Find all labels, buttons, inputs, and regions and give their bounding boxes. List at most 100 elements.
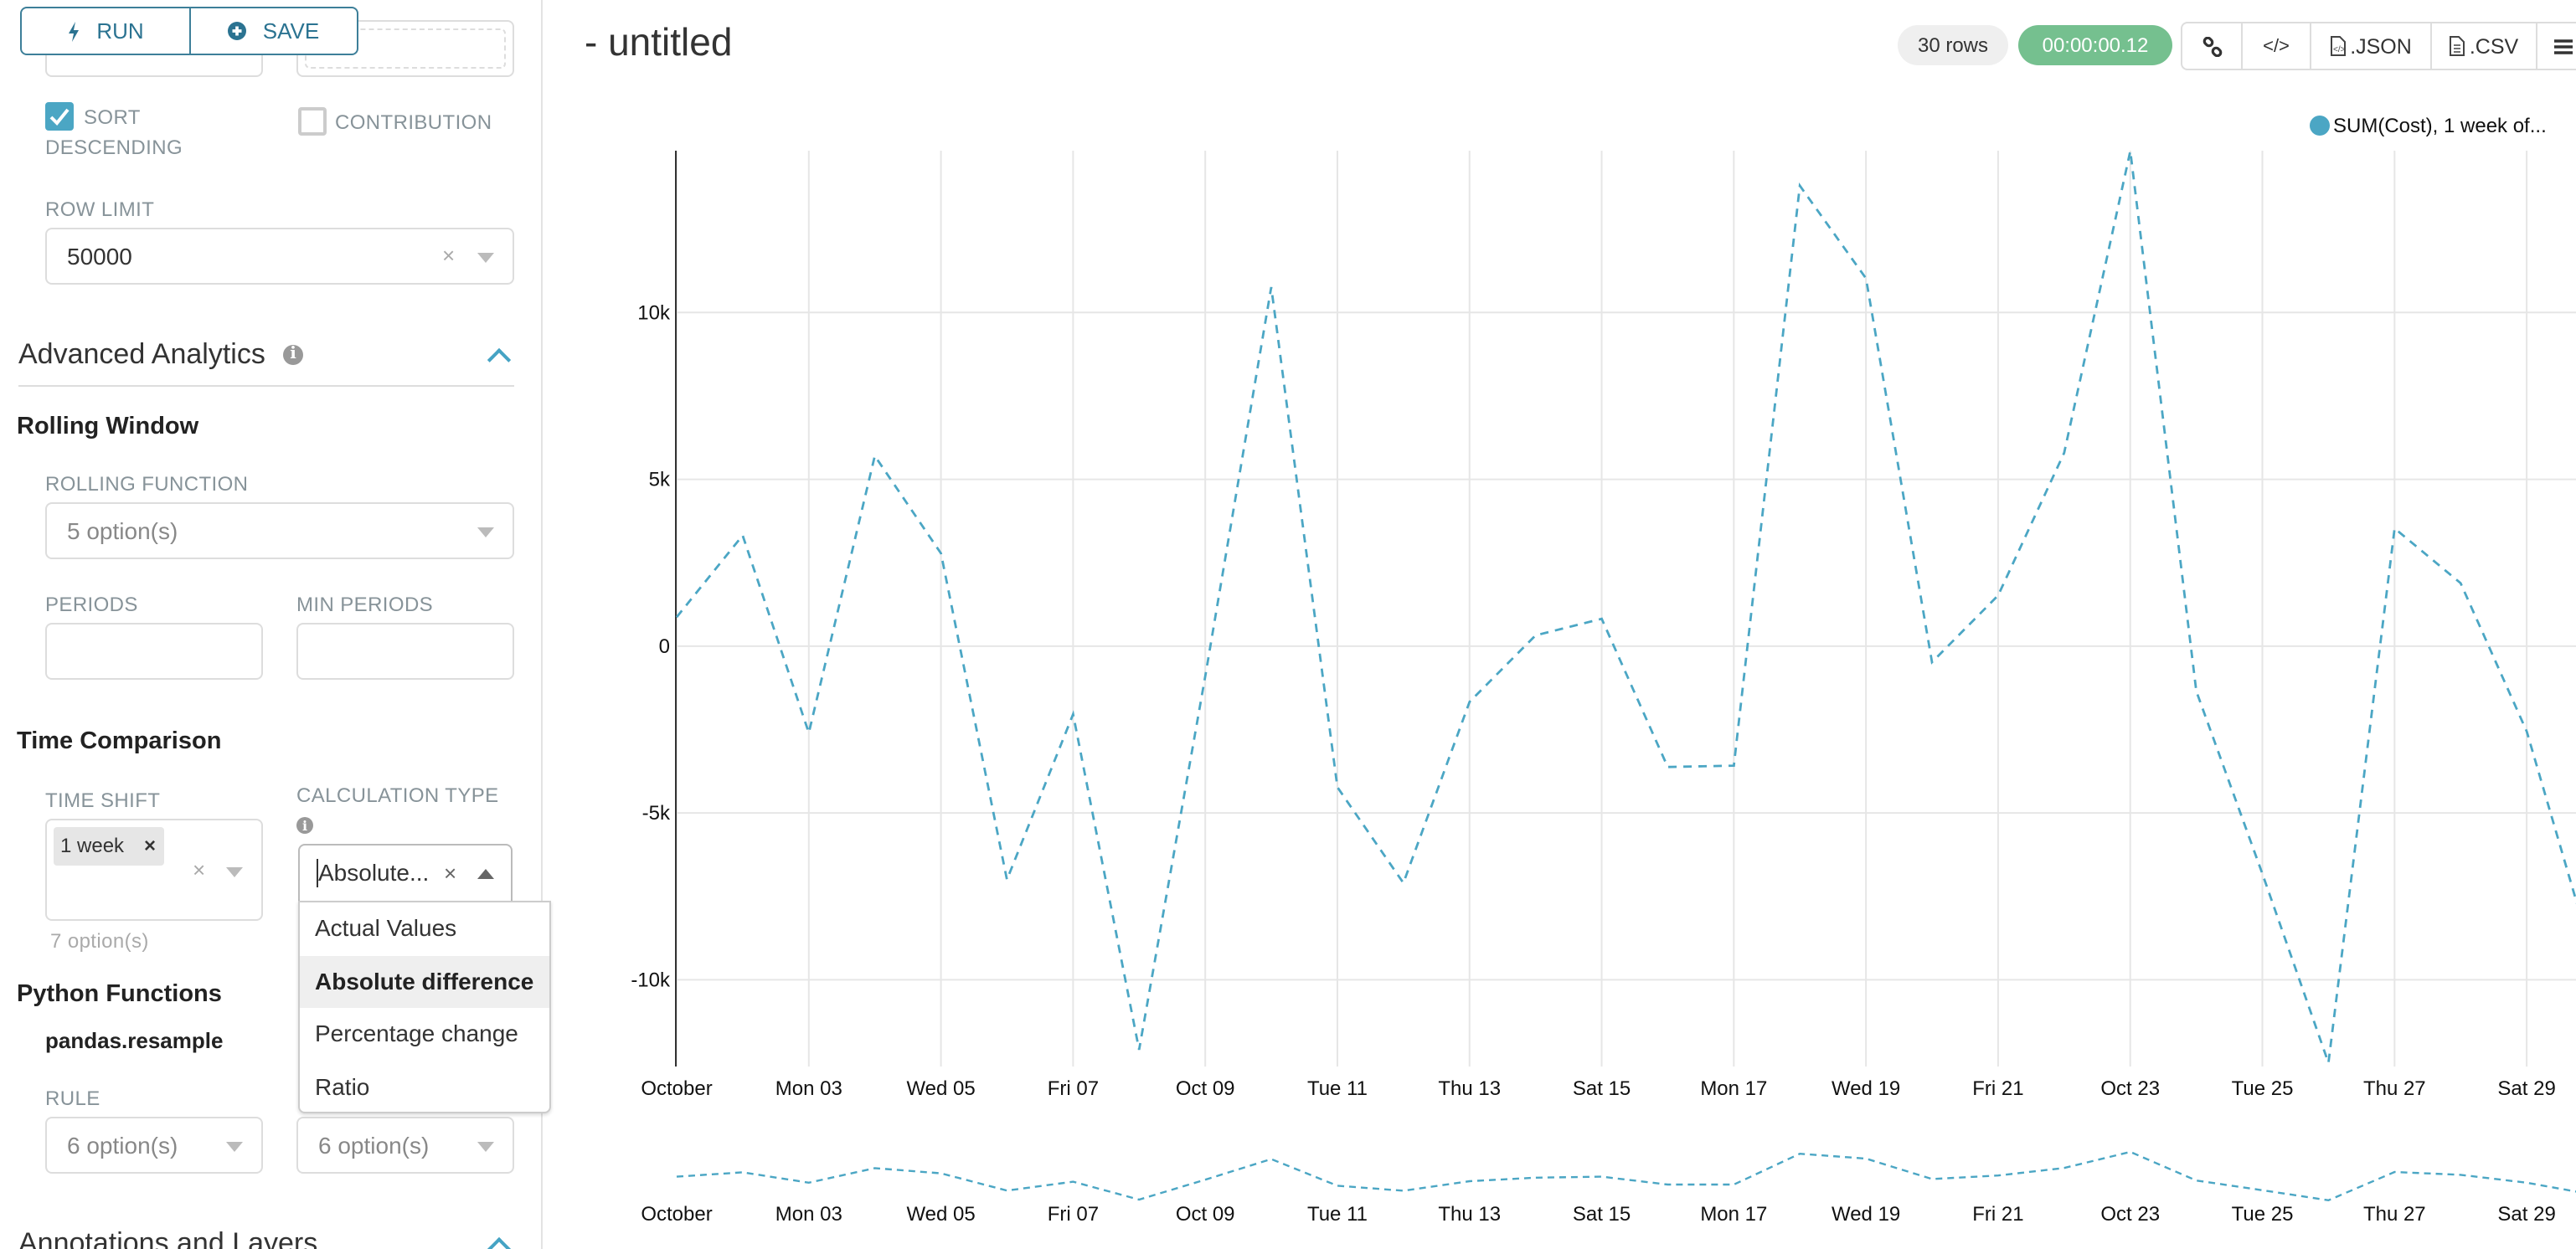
x-tick-label: Oct 23 — [2100, 1077, 2160, 1100]
caret-down-icon[interactable] — [477, 253, 494, 263]
x-tick-label: Wed 19 — [1832, 1077, 1900, 1100]
rule-placeholder: 6 option(s) — [67, 1132, 178, 1159]
data-point[interactable] — [2523, 728, 2530, 735]
data-point[interactable] — [2061, 450, 2068, 456]
x-tick-label: Mon 17 — [1700, 1077, 1767, 1100]
run-save-group: RUN SAVE — [20, 7, 358, 55]
run-button[interactable]: RUN — [22, 8, 188, 54]
export-csv-button[interactable]: .CSV — [2430, 23, 2536, 69]
data-point[interactable] — [1995, 592, 2002, 599]
legend-label[interactable]: SUM(Cost), 1 week of... — [2333, 115, 2547, 137]
save-button[interactable]: SAVE — [188, 8, 357, 54]
y-tick-label: 5k — [649, 469, 671, 491]
row-limit-value: 50000 — [67, 243, 132, 270]
copy-link-button[interactable] — [2182, 23, 2241, 69]
min-periods-input[interactable] — [296, 623, 514, 680]
brush-area[interactable] — [677, 1145, 2576, 1205]
data-point[interactable] — [1929, 659, 1935, 666]
more-menu-button[interactable] — [2536, 23, 2576, 69]
sort-descending-checkbox[interactable] — [45, 102, 74, 131]
data-point[interactable] — [673, 614, 680, 620]
data-point[interactable] — [1730, 763, 1737, 769]
timer-badge: 00:00:00.12 — [2018, 25, 2172, 65]
clear-icon[interactable]: × — [442, 243, 456, 268]
x-tick-label: Fri 21 — [1972, 1077, 2023, 1100]
sort-descending-label: SORT — [84, 105, 141, 129]
rule-select[interactable]: 6 option(s) — [45, 1117, 263, 1174]
data-point[interactable] — [1003, 876, 1010, 883]
data-point[interactable] — [1599, 615, 1605, 622]
data-point[interactable] — [1334, 784, 1341, 790]
embed-code-button[interactable]: </> — [2241, 23, 2310, 69]
menu-item-absolute-difference[interactable]: Absolute difference — [300, 955, 549, 1008]
annotations-heading[interactable]: Annotations and Layers — [18, 1227, 318, 1249]
data-point[interactable] — [2457, 580, 2464, 587]
data-point[interactable] — [1136, 1046, 1142, 1053]
data-point[interactable] — [938, 550, 945, 557]
python-functions-heading: Python Functions — [17, 981, 222, 1008]
data-point[interactable] — [1796, 182, 1803, 189]
info-icon[interactable]: i — [296, 817, 313, 834]
link-icon — [2202, 36, 2222, 56]
x-tick-label: October — [641, 1077, 712, 1100]
periods-input[interactable] — [45, 623, 263, 680]
menu-item-percentage-change[interactable]: Percentage change — [315, 1020, 518, 1046]
caret-down-icon[interactable] — [226, 867, 243, 877]
row-count-badge: 30 rows — [1898, 25, 2008, 65]
data-point[interactable] — [739, 532, 746, 539]
series-line — [675, 151, 2576, 1064]
data-point[interactable] — [1466, 698, 1473, 705]
caret-up-icon[interactable] — [477, 869, 494, 879]
caret-down-icon[interactable] — [477, 1142, 494, 1152]
sort-descending-label-2: DESCENDING — [45, 136, 183, 159]
menu-item-ratio[interactable]: Ratio — [315, 1072, 370, 1099]
rolling-function-select[interactable]: 5 option(s) — [45, 502, 514, 559]
brush-x-tick-label: Oct 23 — [2100, 1203, 2160, 1226]
legend-swatch[interactable] — [2310, 116, 2330, 136]
data-point[interactable] — [2259, 871, 2266, 877]
x-tick-label: Tue 25 — [2232, 1077, 2294, 1100]
brush-x-tick-label: Tue 11 — [1307, 1203, 1368, 1226]
data-point[interactable] — [2193, 688, 2200, 695]
data-point[interactable] — [1664, 763, 1671, 770]
remove-tag-icon[interactable]: × — [144, 834, 157, 857]
brush-x-tick-label: Tue 25 — [2232, 1203, 2294, 1226]
advanced-analytics-heading[interactable]: Advanced Analytics — [18, 338, 265, 370]
export-json-button[interactable]: </> .JSON — [2310, 23, 2430, 69]
data-point[interactable] — [2127, 147, 2134, 154]
text-cursor — [317, 859, 318, 887]
row-limit-select[interactable]: 50000 × — [45, 228, 514, 285]
caret-down-icon[interactable] — [477, 527, 494, 537]
caret-down-icon[interactable] — [226, 1142, 243, 1152]
data-point[interactable] — [872, 453, 878, 460]
run-label: RUN — [96, 18, 144, 44]
data-point[interactable] — [2391, 525, 2398, 532]
data-point[interactable] — [2325, 1060, 2331, 1067]
menu-item-actual-values[interactable]: Actual Values — [315, 914, 457, 941]
brush-x-tick-label: Fri 21 — [1972, 1203, 2023, 1226]
data-point[interactable] — [1069, 711, 1076, 717]
pandas-resample-subheading: pandas.resample — [45, 1028, 224, 1053]
data-point[interactable] — [1400, 880, 1407, 887]
chart-title[interactable]: - untitled — [585, 20, 733, 64]
data-point[interactable] — [1533, 632, 1539, 639]
calculation-type-value: Absolute... — [318, 859, 430, 886]
x-tick-label: Oct 09 — [1176, 1077, 1235, 1100]
x-tick-label: Sat 15 — [1573, 1077, 1631, 1100]
method-select[interactable]: 6 option(s) — [296, 1117, 514, 1174]
calculation-type-menu: Actual Values Absolute difference Percen… — [298, 901, 551, 1113]
time-shift-tag: 1 week × — [54, 827, 164, 866]
data-point[interactable] — [806, 729, 812, 736]
rule-label: RULE — [45, 1087, 100, 1110]
data-point[interactable] — [1862, 275, 1869, 282]
time-shift-multiselect[interactable]: 1 week × × — [45, 819, 263, 921]
clear-icon[interactable]: × — [193, 857, 206, 882]
contribution-checkbox[interactable] — [298, 107, 327, 136]
x-tick-label: Mon 03 — [775, 1077, 842, 1100]
data-point[interactable] — [1202, 673, 1208, 680]
data-point[interactable] — [1268, 284, 1275, 290]
action-toolbar: </> </> .JSON .CSV — [2181, 22, 2576, 70]
clear-icon[interactable]: × — [444, 861, 457, 886]
row-limit-label: ROW LIMIT — [45, 198, 155, 221]
info-icon[interactable]: i — [283, 345, 303, 365]
